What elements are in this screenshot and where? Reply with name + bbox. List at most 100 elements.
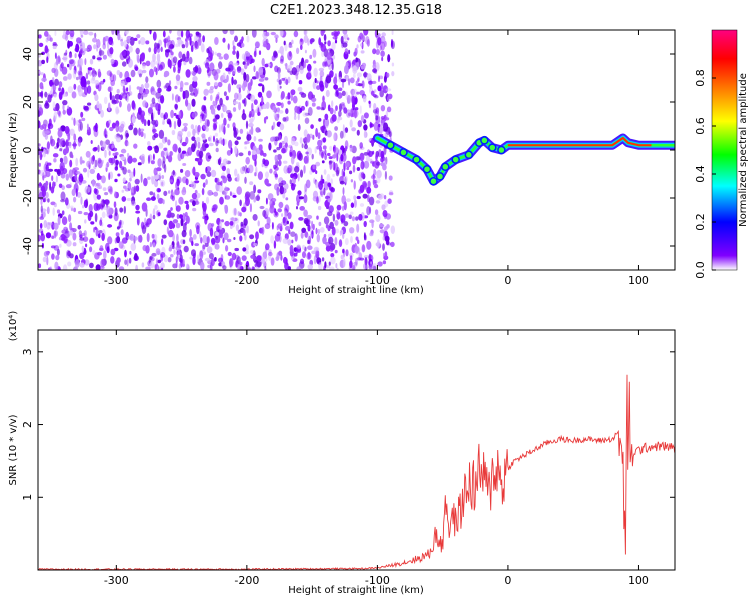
noise-speckle [175,260,178,269]
noise-speckle [227,83,231,93]
noise-speckle [379,89,385,98]
noise-speckle [253,242,258,247]
noise-speckle [296,206,298,210]
noise-speckle [324,113,329,121]
noise-speckle [58,138,63,147]
noise-speckle [273,149,277,153]
noise-speckle [304,112,310,116]
noise-speckle [275,256,280,262]
noise-speckle [152,242,156,248]
noise-speckle [255,71,259,80]
noise-speckle [94,94,99,102]
noise-speckle [109,91,112,101]
noise-speckle [102,43,106,50]
noise-speckle [261,226,265,235]
noise-speckle [202,244,206,250]
noise-speckle [258,144,263,151]
noise-speckle [370,175,376,180]
noise-speckle [249,203,252,213]
noise-speckle [261,84,265,93]
noise-speckle [246,225,249,234]
noise-speckle [157,87,162,94]
noise-speckle [170,207,173,211]
noise-speckle [390,40,395,50]
noise-speckle [227,251,232,257]
noise-speckle [101,211,106,219]
noise-speckle [104,35,110,42]
y-tick-label: -20 [21,189,34,207]
noise-speckle [185,178,189,186]
noise-speckle [130,200,136,207]
noise-speckle [289,244,294,253]
noise-speckle [214,132,218,137]
noise-speckle [120,121,126,128]
noise-speckle [219,156,222,163]
noise-speckle [241,53,246,60]
noise-speckle [161,267,164,270]
noise-speckle [363,72,368,78]
noise-speckle [226,74,229,83]
noise-speckle [361,41,364,50]
noise-speckle [67,105,70,109]
noise-speckle [61,66,68,75]
noise-speckle [158,129,165,139]
noise-speckle [81,232,86,236]
noise-speckle [46,206,50,215]
noise-speckle [200,237,203,244]
noise-speckle [242,82,246,92]
noise-speckle [381,56,384,62]
noise-speckle [60,199,66,203]
noise-speckle [359,105,362,115]
noise-speckle-layer [38,30,395,270]
noise-speckle [251,150,257,156]
noise-speckle [45,191,49,199]
noise-speckle [280,254,283,261]
noise-speckle [273,111,276,118]
noise-speckle [211,239,216,246]
colorbar-tick-label: 0.8 [694,69,707,87]
noise-speckle [356,91,360,95]
noise-speckle [71,188,76,196]
noise-speckle [245,95,251,99]
noise-speckle [182,122,188,127]
noise-speckle [348,78,351,86]
noise-speckle [342,248,345,254]
noise-speckle [284,63,288,67]
noise-speckle [106,161,110,168]
noise-speckle [242,247,247,252]
noise-speckle [344,127,349,133]
noise-speckle [177,39,183,45]
noise-speckle [325,245,331,252]
noise-speckle [149,242,152,248]
noise-speckle [131,102,137,111]
track-blob [480,136,489,145]
noise-speckle [188,33,193,38]
noise-speckle [292,95,298,104]
noise-speckle [116,235,121,244]
noise-speckle [100,258,105,268]
noise-speckle [74,174,78,181]
noise-speckle [70,205,74,209]
noise-speckle [254,263,257,268]
noise-speckle [41,123,47,130]
noise-speckle [167,190,171,194]
noise-speckle [73,83,77,90]
noise-speckle [108,157,113,164]
noise-speckle [144,82,150,89]
noise-speckle [270,235,274,244]
noise-speckle [168,80,172,86]
noise-speckle [182,212,186,223]
noise-speckle [338,110,342,117]
noise-speckle [104,134,108,139]
noise-speckle [103,96,108,105]
noise-speckle [245,244,249,252]
noise-speckle [330,253,335,258]
noise-speckle [202,234,208,244]
noise-speckle [182,90,186,100]
noise-speckle [246,35,250,43]
noise-speckle [51,253,55,260]
noise-speckle [304,183,308,192]
noise-speckle [312,223,315,231]
noise-speckle [45,180,49,187]
y-tick-label: 0 [21,147,34,154]
